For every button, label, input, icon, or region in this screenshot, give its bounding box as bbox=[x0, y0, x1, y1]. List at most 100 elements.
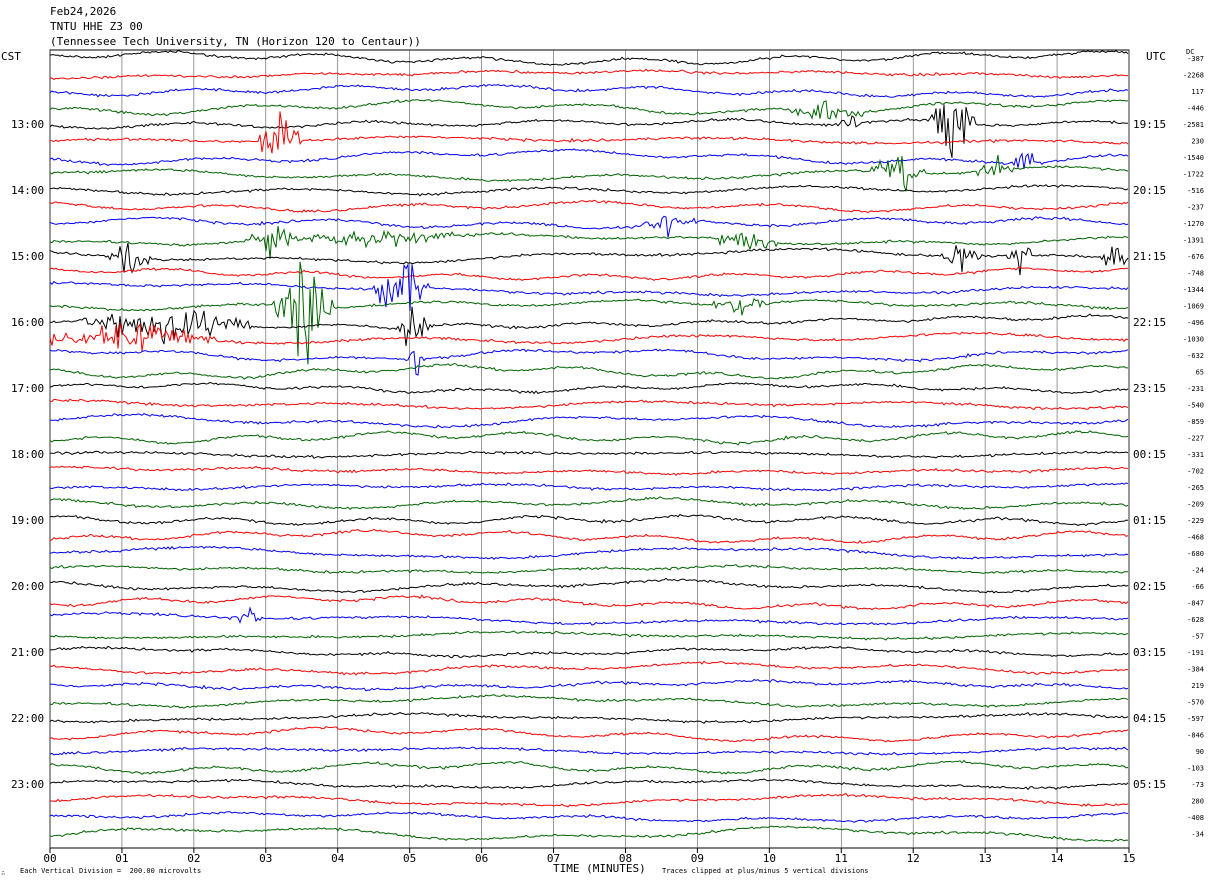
trace-7 bbox=[49, 154, 1129, 192]
right-time-label: 01:15 bbox=[1133, 514, 1166, 527]
right-time-label: 23:15 bbox=[1133, 382, 1166, 395]
dc-offset-label: -191 bbox=[1187, 649, 1204, 657]
x-tick-label: 01 bbox=[115, 852, 128, 865]
dc-offset-label: -227 bbox=[1187, 435, 1204, 443]
dc-offset-label: -265 bbox=[1187, 484, 1204, 492]
x-tick-label: 08 bbox=[619, 852, 632, 865]
trace-35 bbox=[49, 630, 1129, 641]
trace-44 bbox=[49, 778, 1129, 791]
trace-16 bbox=[49, 306, 1129, 346]
trace-40 bbox=[49, 711, 1129, 724]
trace-15 bbox=[49, 261, 1129, 365]
dc-offset-label: -1540 bbox=[1183, 154, 1204, 162]
trace-21 bbox=[49, 398, 1129, 411]
trace-47 bbox=[49, 825, 1129, 842]
scale-note: Each Vertical Division = 200.00 microvol… bbox=[20, 867, 202, 875]
right-time-label: 04:15 bbox=[1133, 712, 1166, 725]
x-tick-label: 09 bbox=[691, 852, 704, 865]
dc-header-label: DC bbox=[1186, 48, 1195, 56]
right-time-label: 19:15 bbox=[1133, 118, 1166, 131]
trace-45 bbox=[49, 792, 1129, 808]
dc-offset-label: -237 bbox=[1187, 204, 1204, 212]
dc-offset-label: -384 bbox=[1187, 666, 1204, 674]
x-tick-label: 11 bbox=[835, 852, 848, 865]
trace-28 bbox=[49, 513, 1129, 527]
dc-offset-label: -209 bbox=[1187, 501, 1204, 509]
header-date: Feb24,2026 bbox=[50, 5, 117, 18]
dc-offset-label: -496 bbox=[1187, 319, 1204, 327]
dc-offset-label: -1391 bbox=[1183, 237, 1204, 245]
trace-14 bbox=[49, 262, 1129, 312]
trace-24 bbox=[50, 450, 1129, 459]
dc-offset-label: -331 bbox=[1187, 451, 1204, 459]
trace-42 bbox=[49, 746, 1129, 756]
trace-10 bbox=[49, 215, 1129, 238]
dc-offset-label: -676 bbox=[1187, 253, 1204, 261]
trace-26 bbox=[49, 482, 1129, 492]
trace-36 bbox=[49, 645, 1129, 659]
trace-30 bbox=[49, 545, 1129, 560]
trace-19 bbox=[49, 362, 1128, 380]
dc-offset-label: -103 bbox=[1187, 765, 1204, 773]
trace-6 bbox=[49, 148, 1129, 169]
trace-1 bbox=[49, 68, 1129, 81]
dc-offset-label: -702 bbox=[1187, 468, 1204, 476]
trace-33 bbox=[49, 594, 1129, 611]
left-time-label: 17:00 bbox=[11, 382, 44, 395]
right-time-label: 00:15 bbox=[1133, 448, 1166, 461]
left-time-label: 23:00 bbox=[11, 778, 44, 791]
clip-note: Traces clipped at plus/minus 5 vertical … bbox=[662, 867, 869, 875]
dc-offset-label: 65 bbox=[1196, 369, 1204, 377]
trace-46 bbox=[49, 811, 1129, 823]
dc-offset-label: -632 bbox=[1187, 352, 1204, 360]
dc-offset-label: 280 bbox=[1191, 798, 1204, 806]
dc-offset-label: -387 bbox=[1187, 55, 1204, 63]
x-tick-label: 05 bbox=[403, 852, 416, 865]
x-tick-label: 04 bbox=[331, 852, 345, 865]
x-tick-label: 07 bbox=[547, 852, 560, 865]
trace-29 bbox=[49, 528, 1129, 544]
trace-22 bbox=[50, 413, 1129, 429]
trace-20 bbox=[49, 381, 1129, 395]
dc-offset-label: -446 bbox=[1187, 105, 1204, 113]
x-tick-label: 10 bbox=[763, 852, 776, 865]
trace-39 bbox=[49, 694, 1129, 709]
right-time-label: 21:15 bbox=[1133, 250, 1166, 263]
left-time-label: 18:00 bbox=[11, 448, 44, 461]
trace-27 bbox=[49, 496, 1129, 510]
trace-4 bbox=[49, 104, 1128, 158]
plot-frame bbox=[49, 49, 1130, 849]
trace-9 bbox=[49, 199, 1129, 214]
x-tick-label: 13 bbox=[979, 852, 992, 865]
x-tick-label: 14 bbox=[1050, 852, 1064, 865]
x-axis-label: TIME (MINUTES) bbox=[553, 862, 646, 875]
dc-offset-label: -628 bbox=[1187, 616, 1204, 624]
dc-offset-label: 230 bbox=[1191, 138, 1204, 146]
dc-offset-label: -468 bbox=[1187, 534, 1204, 542]
trace-23 bbox=[49, 430, 1129, 446]
right-timezone-label: UTC bbox=[1146, 50, 1166, 63]
trace-12 bbox=[49, 242, 1129, 276]
dc-offset-label: -1270 bbox=[1183, 220, 1204, 228]
trace-43 bbox=[49, 759, 1129, 775]
x-tick-label: 03 bbox=[259, 852, 272, 865]
trace-41 bbox=[49, 726, 1129, 743]
dc-offset-label: -231 bbox=[1187, 385, 1204, 393]
trace-32 bbox=[49, 577, 1129, 594]
right-time-label: 20:15 bbox=[1133, 184, 1166, 197]
x-tick-label: 15 bbox=[1122, 852, 1135, 865]
x-tick-label: 00 bbox=[43, 852, 56, 865]
right-time-label: 22:15 bbox=[1133, 316, 1166, 329]
dc-offset-label: -408 bbox=[1187, 814, 1204, 822]
dc-offset-label: -846 bbox=[1187, 732, 1204, 740]
dc-offset-label: -73 bbox=[1191, 781, 1204, 789]
left-time-label: 20:00 bbox=[11, 580, 44, 593]
right-time-label: 02:15 bbox=[1133, 580, 1166, 593]
dc-offset-label: -66 bbox=[1191, 583, 1204, 591]
trace-3 bbox=[49, 99, 1129, 120]
dc-offset-label: -859 bbox=[1187, 418, 1204, 426]
left-time-label: 15:00 bbox=[11, 250, 44, 263]
dc-offset-label: -570 bbox=[1187, 699, 1204, 707]
dc-offset-label: -229 bbox=[1187, 517, 1204, 525]
